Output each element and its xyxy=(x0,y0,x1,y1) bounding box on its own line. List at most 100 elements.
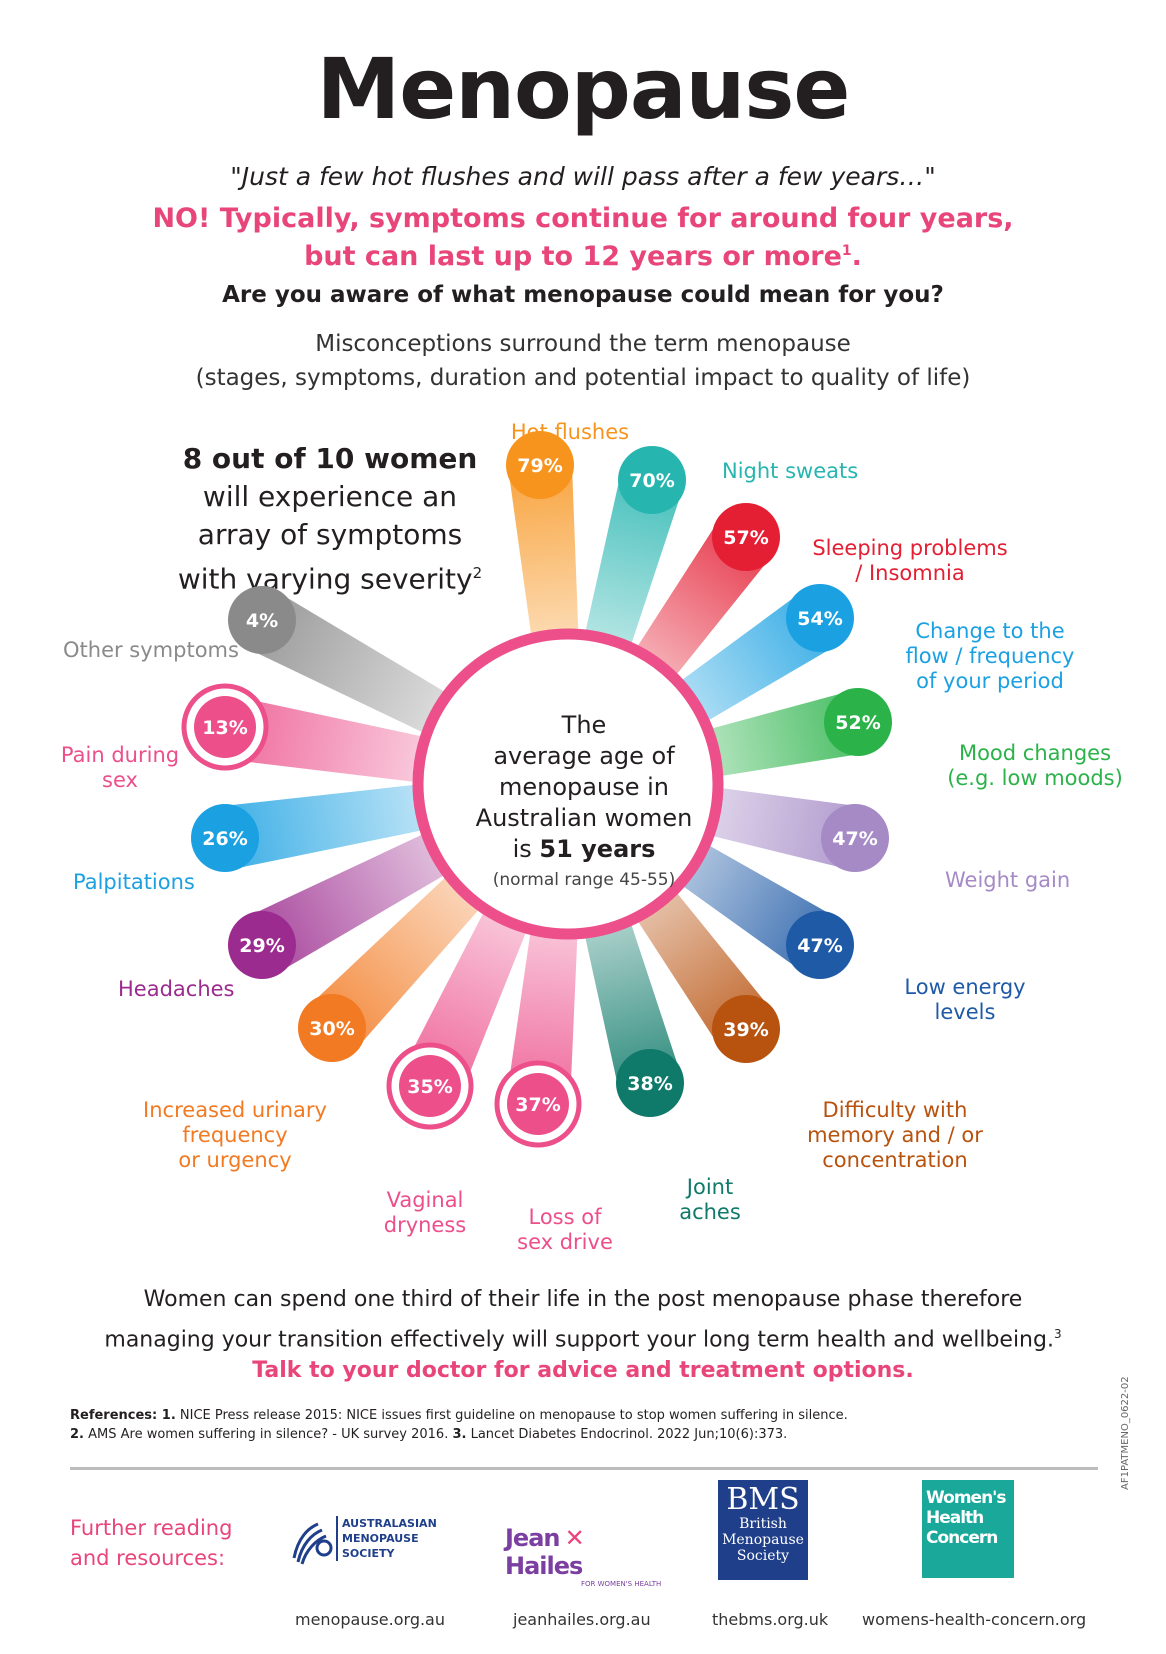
jean-hailes-logo[interactable]: Jean ✕ Hailes FOR WOMEN'S HEALTH xyxy=(505,1524,665,1588)
label-line: (e.g. low moods) xyxy=(947,766,1123,790)
ams-emblem-icon xyxy=(288,1518,334,1568)
average-age: 51 years xyxy=(539,835,656,863)
label-line: or urgency xyxy=(178,1148,292,1172)
bubble-value: 4% xyxy=(246,610,278,632)
label-line: Headaches xyxy=(118,977,235,1001)
jh-word-b: Hailes xyxy=(505,1552,583,1580)
eight-line-2: will experience an xyxy=(202,480,458,513)
center-ring xyxy=(412,628,724,940)
ams-logo[interactable]: Australasian Menopause Society xyxy=(288,1512,458,1582)
eight-line-4: with varying severity xyxy=(177,562,473,596)
symptom-bubble: 4% xyxy=(228,586,296,654)
label-line: Night sweats xyxy=(722,459,859,483)
bubble-value: 54% xyxy=(797,608,842,630)
label-line: Palpitations xyxy=(73,870,195,894)
bms-word: British xyxy=(739,1516,787,1532)
symptom-bubble: 38% xyxy=(616,1049,684,1117)
center-l1: The xyxy=(561,711,607,739)
whc-logo[interactable]: Women's Health Concern xyxy=(922,1480,1014,1578)
label-line: dryness xyxy=(383,1213,467,1237)
bubble-value: 79% xyxy=(517,455,562,477)
bms-word: BMS xyxy=(726,1482,800,1517)
whc-url[interactable]: womens-health-concern.org xyxy=(862,1610,1087,1629)
eight-bold: 8 out of 10 women xyxy=(182,442,478,475)
no-statement: NO! Typically, symptoms continue for aro… xyxy=(0,202,1166,273)
label-line: flow / frequency xyxy=(905,644,1075,668)
eight-of-ten: 8 out of 10 women will experience an arr… xyxy=(160,440,500,598)
refs-line-1: References: 1. NICE Press release 2015: … xyxy=(70,1406,1100,1425)
refs-bold: 3. xyxy=(452,1427,467,1442)
bubble-circle xyxy=(399,1055,461,1117)
refs-line-2: 2. AMS Are women suffering in silence? -… xyxy=(70,1425,1100,1444)
bottom-statement: Women can spend one third of their life … xyxy=(40,1283,1126,1357)
symptom-bubble: 79% xyxy=(506,431,574,499)
label-line: Mood changes xyxy=(958,741,1112,765)
quote: "Just a few hot flushes and will pass af… xyxy=(230,162,936,191)
aware-question: Are you aware of what menopause could me… xyxy=(222,282,944,308)
label-memory: Difficulty with memory and / or concentrat… xyxy=(795,1098,995,1173)
ams-url[interactable]: menopause.org.au xyxy=(295,1610,445,1629)
refs-text: AMS Are women suffering in silence? - UK… xyxy=(83,1427,453,1442)
label-night-sweats: Night sweats xyxy=(722,459,858,484)
misconceptions: Misconceptions surround the term menopau… xyxy=(0,327,1166,395)
bubble-circle xyxy=(194,696,256,758)
jean-hailes-url[interactable]: jeanhailes.org.au xyxy=(513,1610,651,1629)
ams-word: Menopause xyxy=(342,1532,419,1545)
symptom-bubble: 26% xyxy=(191,804,259,872)
bottom-line-1: Women can spend one third of their life … xyxy=(143,1287,1023,1312)
center-l5a: is xyxy=(512,835,540,863)
label-line: Other symptoms xyxy=(63,638,239,662)
center-l3: menopause in xyxy=(499,773,669,801)
bubble-circle xyxy=(821,804,889,872)
bubble-value: 39% xyxy=(723,1019,768,1041)
label-headaches: Headaches xyxy=(118,977,235,1002)
no-line-2: but can last up to 12 years or more xyxy=(304,241,842,272)
symptom-bubble: 13% xyxy=(181,683,269,771)
label-line: Pain during xyxy=(60,743,180,767)
further-line-1: Further reading xyxy=(70,1516,233,1540)
bubble-value: 70% xyxy=(629,470,674,492)
label-line: Sleeping problems xyxy=(812,536,1008,560)
label-vaginal: Vaginal dryness xyxy=(365,1188,485,1238)
no-line-2-wrap: but can last up to 12 years or more1. xyxy=(304,241,862,272)
refs-bold: References: 1. xyxy=(70,1408,176,1423)
bubble-value: 26% xyxy=(202,828,247,850)
label-mood: Mood changes (e.g. low moods) xyxy=(940,741,1130,791)
bubble-circle xyxy=(616,1049,684,1117)
bubble-circle xyxy=(824,688,892,756)
label-line: Difficulty with xyxy=(822,1098,968,1122)
bubble-value: 35% xyxy=(407,1076,452,1098)
ams-wordmark: Australasian Menopause Society xyxy=(336,1516,437,1561)
label-hot-flushes: Hot flushes xyxy=(460,420,680,445)
jh-sub: FOR WOMEN'S HEALTH xyxy=(581,1580,662,1588)
bubble-circle xyxy=(228,586,296,654)
symptom-bubble: 35% xyxy=(386,1042,474,1130)
bubble-circle xyxy=(506,431,574,499)
divider xyxy=(70,1467,1098,1470)
bottom-line-2: managing your transition effectively wil… xyxy=(104,1327,1054,1353)
misc-line-1: Misconceptions surround the term menopau… xyxy=(315,331,851,357)
label-line: Low energy xyxy=(904,975,1026,999)
label-line: Increased urinary xyxy=(143,1098,327,1122)
symptom-bubble: 57% xyxy=(712,503,780,571)
label-line: sex drive xyxy=(517,1230,613,1254)
bubble-circle xyxy=(786,911,854,979)
bms-url[interactable]: thebms.org.uk xyxy=(712,1610,829,1629)
label-weight: Weight gain xyxy=(945,868,1070,893)
bubble-circle xyxy=(712,503,780,571)
talk-to-doctor: Talk to your doctor for advice and treat… xyxy=(252,1358,914,1383)
bubble-circle xyxy=(507,1073,569,1135)
bottom-line-2-wrap: managing your transition effectively wil… xyxy=(40,1317,1126,1357)
bubble-layer: 79% 70% 57% 54% 52% 47% 47% 39% 38% 37% 35% 30% 29% 2… xyxy=(181,431,892,1148)
symptom-bubble: 52% xyxy=(824,688,892,756)
ams-word: Society xyxy=(342,1547,395,1560)
bubble-circle xyxy=(712,995,780,1063)
label-line: Weight gain xyxy=(945,868,1071,892)
symptom-bubble: 47% xyxy=(821,804,889,872)
bms-word: Society xyxy=(736,1548,790,1564)
bubble-value: 38% xyxy=(627,1073,672,1095)
bms-logo[interactable]: BMS British Menopause Society xyxy=(718,1480,808,1580)
eight-line-4-wrap: with varying severity2 xyxy=(160,554,500,598)
center-l4: Australian women xyxy=(475,804,693,832)
bubble-circle xyxy=(298,994,366,1062)
